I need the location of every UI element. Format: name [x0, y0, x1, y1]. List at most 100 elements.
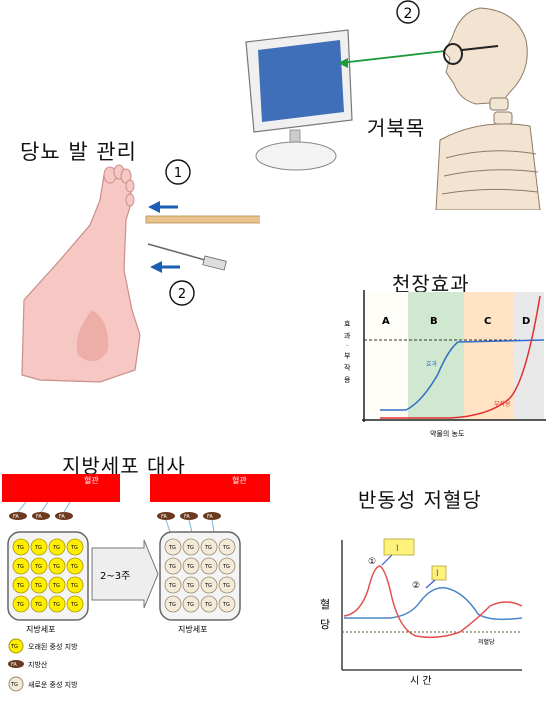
old-tg-cell-2 [48, 538, 66, 556]
new-tg-cell-15 [218, 595, 236, 613]
new-tg-cell-label-6: TG [204, 564, 212, 570]
old-tg-cell-label-5: TG [34, 564, 42, 570]
foot-shape [21, 169, 141, 383]
legend-fa-label: 지방산 [28, 660, 48, 669]
tag-1 [383, 538, 415, 556]
monitor-icon [245, 29, 353, 171]
old-tg-cell-label-12: TG [16, 602, 24, 608]
blue-curve [344, 587, 523, 621]
svg-text:TG: TG [10, 644, 18, 650]
vessel-right [150, 474, 270, 502]
old-tg-cell-0 [12, 538, 30, 556]
region-d [514, 292, 544, 420]
ylabel-char-5: 작 [344, 363, 351, 372]
new-tg-cell-label-15: TG [222, 602, 230, 608]
old-tg-cell-label-0: TG [16, 545, 24, 551]
new-tg-cell-3 [218, 538, 236, 556]
side-effect-label: 부작용 [494, 401, 511, 408]
region-label-d: D [522, 316, 530, 327]
old-tg-cell-6 [48, 557, 66, 575]
new-tg-cell-label-8: TG [168, 583, 176, 589]
new-tg-cell-label-0: TG [168, 545, 176, 551]
new-tg-cell-7 [218, 557, 236, 575]
region-b [408, 292, 464, 420]
neck-marker: 2 [404, 6, 413, 22]
red-curve [343, 565, 523, 639]
old-tg-cell-label-9: TG [34, 583, 42, 589]
hypo-x-label: 시 간 [410, 675, 432, 687]
old-tg-cell-label-3: TG [70, 545, 78, 551]
old-tg-cell-10 [48, 576, 66, 594]
new-tg-cell-11 [218, 576, 236, 594]
old-tg-cell-7 [66, 557, 84, 575]
hypo-marker-1: ① [368, 557, 376, 567]
gaze-line [339, 50, 446, 64]
old-tg-cell-label-14: TG [52, 602, 60, 608]
old-tg-cell-label-2: TG [52, 545, 60, 551]
old-tg-cell-14 [48, 595, 66, 613]
old-tg-cell-1 [30, 538, 48, 556]
tag-2-label: I [436, 569, 439, 579]
fa-right-group: FA FA FA [157, 512, 221, 533]
fat-metabolism-panel: 지방세포 대사 혈관 혈관 FA FA FA FA FA FA TG TG TG TG… [0, 448, 300, 716]
old-tg-cell-13 [30, 595, 48, 613]
hypo-ylabel-2: 당 [320, 618, 330, 631]
tag-1-label: I [396, 544, 399, 554]
svg-text:FA: FA [59, 514, 65, 520]
old-tg-cell-4 [12, 557, 30, 575]
region-c [464, 292, 514, 420]
fat-cell-left-label: 지방세포 [26, 624, 55, 634]
new-tg-cell-label-1: TG [186, 545, 194, 551]
effect-curve [380, 339, 545, 411]
foot-marker-2: 2 [178, 287, 186, 302]
arrow-2-icon [150, 261, 180, 273]
vessel-right-label: 혈관 [232, 475, 247, 485]
old-tg-cell-label-1: TG [34, 545, 42, 551]
old-tg-grid: TG TG TG TG TG TG TG TG TG TG TG TG TG TG TG TG [12, 538, 84, 613]
new-tg-cell-label-14: TG [204, 602, 212, 608]
new-tg-cell-2 [200, 538, 218, 556]
svg-text:FA: FA [184, 514, 190, 520]
x-axis-label: 약물의 농도 [430, 429, 465, 438]
foot-marker-1: 1 [174, 166, 182, 181]
legend-fa-icon [8, 660, 24, 668]
new-tg-cell-label-7: TG [222, 564, 230, 570]
new-tg-cell-4 [164, 557, 182, 575]
fat-cell-right-label: 지방세포 [178, 624, 207, 634]
new-tg-cell-label-3: TG [222, 545, 230, 551]
side-effect-curve [380, 295, 541, 419]
old-tg-cell-label-11: TG [70, 583, 78, 589]
old-tg-cell-15 [66, 595, 84, 613]
weeks-arrow-label: 2~3주 [100, 571, 130, 582]
new-tg-cell-12 [164, 595, 182, 613]
new-tg-cell-14 [200, 595, 218, 613]
legend-old-tg-icon [8, 638, 24, 654]
foot-illustration: 1 2 [21, 159, 260, 383]
wood-plank [145, 215, 260, 224]
old-tg-cell-label-7: TG [70, 564, 78, 570]
svg-text:TG: TG [10, 682, 18, 688]
new-tg-cell-6 [200, 557, 218, 575]
effect-label: 효과 [426, 360, 438, 368]
new-tg-cell-label-12: TG [168, 602, 176, 608]
new-tg-cell-10 [200, 576, 218, 594]
legend-new-tg-icon [8, 676, 24, 692]
region-a [364, 292, 408, 420]
ylabel-char-2: 과 [344, 331, 351, 340]
ceiling-effect-chart: A B C D 효과 부작용 효 과 · 부 작 용 약물의 농도 [344, 290, 546, 438]
fat-cell-left [7, 531, 89, 621]
foot-care-title: 당뇨 발 관리 [20, 140, 137, 164]
ylabel-char-6: 용 [344, 376, 351, 384]
weeks-arrow-icon [91, 539, 159, 609]
old-tg-cell-3 [66, 538, 84, 556]
old-tg-cell-label-4: TG [16, 564, 24, 570]
svg-text:FA: FA [13, 514, 19, 520]
forward-head-title: 거북목 [367, 116, 426, 140]
tag-2 [431, 565, 447, 581]
legend-new-tg-label: 새로운 중성 지방 [28, 680, 78, 689]
fat-cell-right [159, 531, 241, 621]
fa-left-group: FA FA FA [9, 501, 73, 520]
legend-old-tg-label: 오래된 중성 지방 [28, 642, 78, 651]
new-tg-cell-9 [182, 576, 200, 594]
